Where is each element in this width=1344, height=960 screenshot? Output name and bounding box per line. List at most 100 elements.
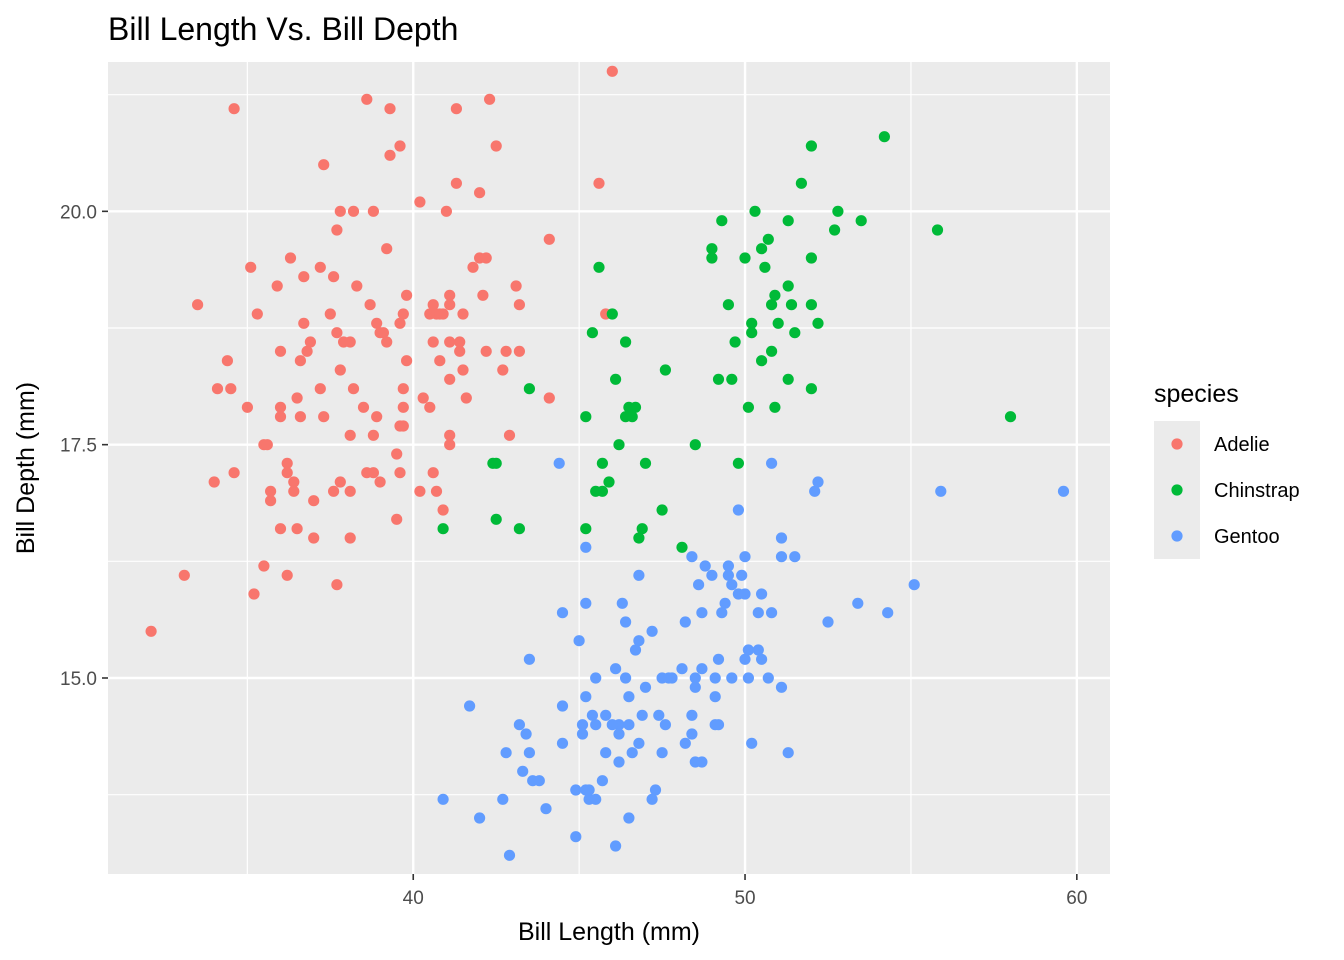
- point-gentoo: [623, 691, 635, 703]
- point-adelie: [593, 177, 605, 189]
- point-chinstrap: [769, 401, 781, 413]
- point-gentoo: [523, 747, 536, 759]
- point-adelie: [457, 364, 469, 376]
- point-adelie: [328, 485, 340, 497]
- point-chinstrap: [805, 140, 818, 152]
- point-chinstrap: [766, 299, 778, 311]
- point-adelie: [228, 103, 240, 115]
- point-gentoo: [908, 579, 920, 591]
- point-chinstrap: [855, 215, 867, 227]
- point-gentoo: [689, 672, 701, 684]
- point-chinstrap: [832, 205, 844, 217]
- x-tick-label: 60: [1066, 888, 1087, 909]
- point-chinstrap: [766, 345, 778, 357]
- point-gentoo: [676, 663, 688, 675]
- point-gentoo: [580, 541, 592, 553]
- point-gentoo: [686, 709, 698, 721]
- point-gentoo: [616, 597, 628, 609]
- point-gentoo: [712, 719, 725, 731]
- point-chinstrap: [610, 373, 622, 385]
- point-adelie: [401, 355, 413, 367]
- point-adelie: [294, 411, 306, 423]
- point-adelie: [344, 336, 356, 348]
- point-adelie: [331, 327, 343, 339]
- point-chinstrap: [722, 299, 735, 311]
- point-adelie: [291, 523, 303, 535]
- point-gentoo: [1057, 485, 1070, 497]
- point-adelie: [308, 495, 320, 507]
- point-adelie: [228, 467, 240, 479]
- point-gentoo: [646, 793, 658, 805]
- point-gentoo: [610, 663, 622, 675]
- point-adelie: [414, 196, 426, 208]
- point-gentoo: [696, 663, 708, 675]
- point-gentoo: [620, 672, 632, 684]
- point-gentoo: [659, 719, 672, 731]
- point-gentoo: [739, 653, 751, 665]
- point-gentoo: [636, 709, 648, 721]
- point-gentoo: [935, 485, 947, 497]
- point-adelie: [288, 485, 300, 497]
- point-gentoo: [646, 625, 658, 637]
- point-adelie: [281, 467, 293, 479]
- point-gentoo: [722, 569, 735, 581]
- point-gentoo: [686, 551, 698, 563]
- point-gentoo: [809, 485, 821, 497]
- point-adelie: [258, 560, 270, 572]
- point-chinstrap: [1004, 411, 1017, 423]
- point-adelie: [374, 476, 386, 488]
- point-adelie: [145, 625, 157, 637]
- x-tick-label: 40: [403, 888, 424, 909]
- point-gentoo: [686, 728, 698, 740]
- point-adelie: [211, 383, 224, 395]
- point-adelie: [397, 401, 409, 413]
- point-adelie: [434, 355, 446, 367]
- point-adelie: [381, 336, 393, 348]
- plot-panel: [108, 62, 1110, 874]
- point-adelie: [331, 224, 343, 236]
- point-adelie: [274, 411, 287, 423]
- point-gentoo: [633, 635, 645, 647]
- point-gentoo: [775, 551, 788, 563]
- point-adelie: [364, 299, 376, 311]
- point-gentoo: [653, 709, 665, 721]
- point-chinstrap: [795, 177, 808, 189]
- point-chinstrap: [732, 457, 745, 469]
- point-chinstrap: [620, 336, 632, 348]
- y-tick-label: 20.0: [60, 202, 97, 223]
- point-chinstrap: [829, 224, 841, 236]
- point-gentoo: [580, 691, 592, 703]
- point-gentoo: [586, 709, 599, 721]
- point-adelie: [314, 383, 326, 395]
- point-gentoo: [742, 644, 755, 656]
- point-chinstrap: [805, 252, 818, 264]
- point-chinstrap: [742, 401, 755, 413]
- point-gentoo: [782, 747, 794, 759]
- point-chinstrap: [785, 299, 798, 311]
- point-gentoo: [775, 681, 788, 693]
- point-adelie: [427, 299, 439, 311]
- data-points: [145, 65, 1070, 861]
- point-gentoo: [623, 719, 635, 731]
- point-chinstrap: [580, 411, 592, 423]
- point-chinstrap: [782, 373, 794, 385]
- point-chinstrap: [490, 513, 502, 525]
- point-chinstrap: [782, 215, 794, 227]
- point-adelie: [281, 457, 293, 469]
- point-adelie: [367, 467, 379, 479]
- point-gentoo: [726, 579, 738, 591]
- point-adelie: [606, 65, 618, 77]
- point-adelie: [394, 140, 406, 152]
- point-gentoo: [553, 457, 565, 469]
- point-gentoo: [822, 616, 834, 628]
- point-adelie: [274, 401, 287, 413]
- point-adelie: [318, 411, 330, 423]
- point-chinstrap: [749, 205, 761, 217]
- point-adelie: [391, 513, 403, 525]
- point-chinstrap: [629, 401, 642, 413]
- point-gentoo: [613, 756, 625, 768]
- point-gentoo: [556, 700, 569, 712]
- point-chinstrap: [626, 411, 638, 423]
- point-adelie: [367, 205, 379, 217]
